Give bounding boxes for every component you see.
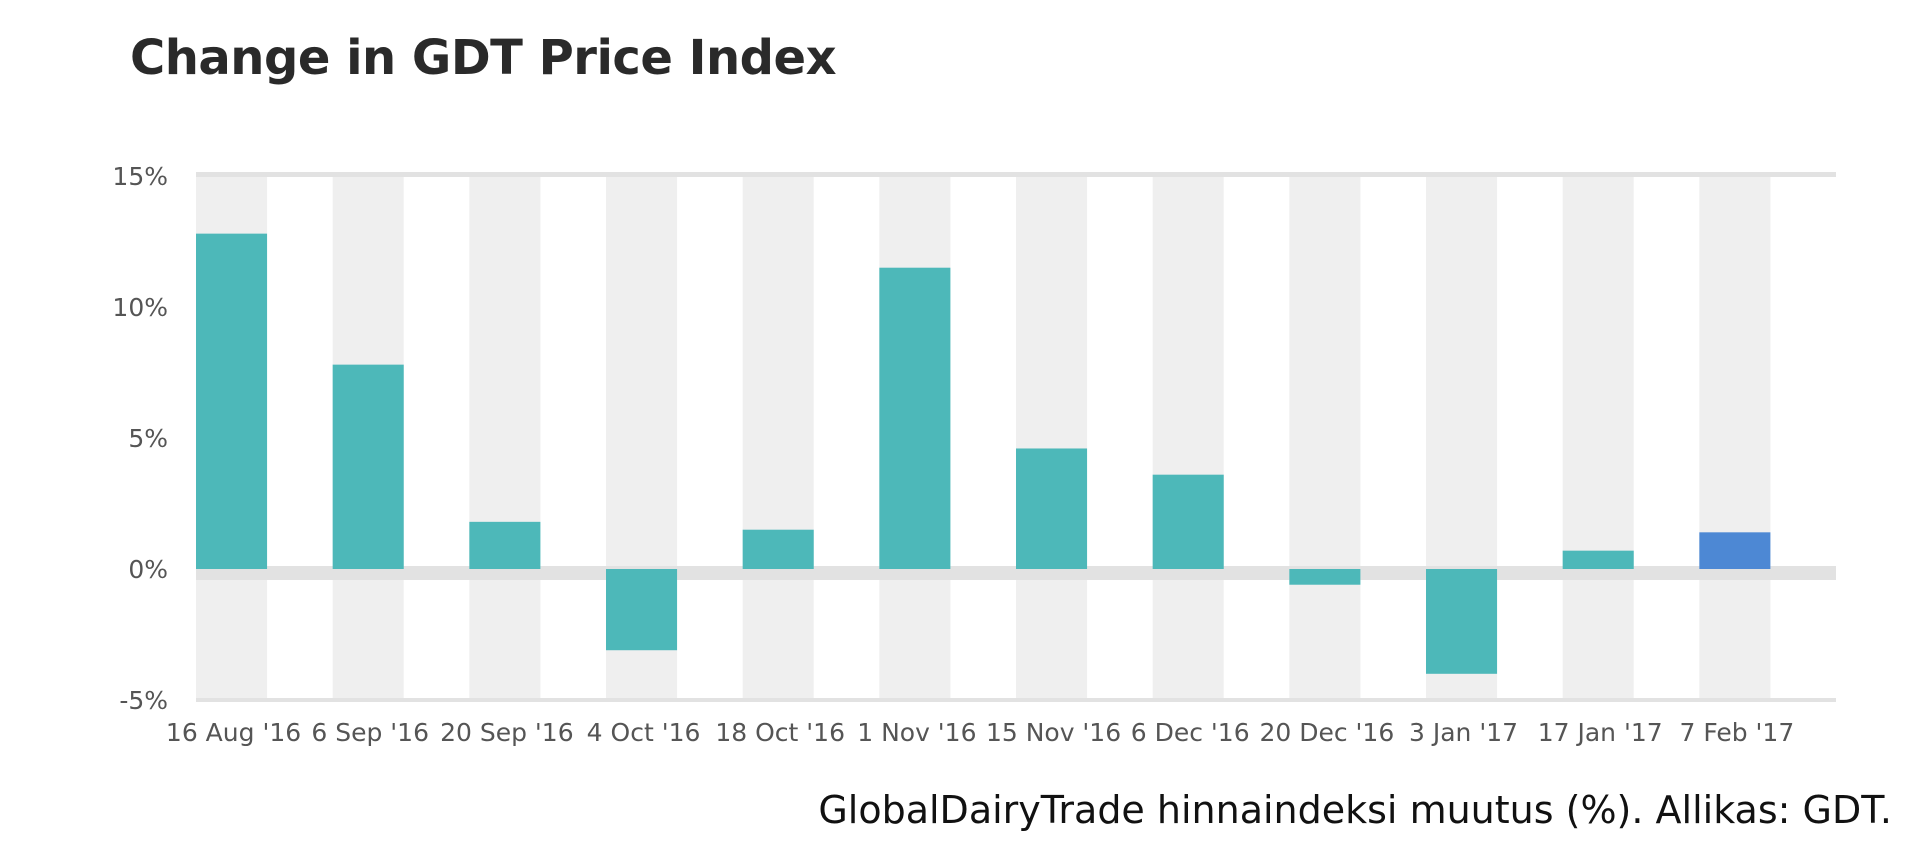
bar-chart: -5% 0% 5% 10% 15% 16 Aug '16 6 Sep '16 20 Sep … [112, 162, 1836, 747]
background-band [1289, 176, 1361, 700]
bar-20-dec-16 [1289, 569, 1361, 585]
bar-3-jan-17 [1426, 569, 1498, 674]
y-tick-label: -5% [119, 686, 168, 715]
bottom-gridline [196, 698, 1836, 702]
x-tick-label: 7 Feb '17 [1679, 718, 1794, 747]
bar-6-dec-16 [1152, 474, 1224, 569]
bar-15-nov-16 [1016, 448, 1088, 569]
y-tick-label: 5% [128, 424, 168, 453]
bar-4-oct-16 [606, 569, 678, 651]
x-tick-label: 15 Nov '16 [986, 718, 1121, 747]
x-tick-label: 16 Aug '16 [166, 718, 301, 747]
x-tick-label: 3 Jan '17 [1409, 718, 1518, 747]
bar-7-feb-17 [1699, 532, 1771, 569]
y-tick-label: 0% [128, 555, 168, 584]
bar-1-nov-16 [879, 267, 951, 569]
bars [196, 233, 1771, 674]
x-tick-label: 6 Dec '16 [1131, 718, 1250, 747]
chart-title: Change in GDT Price Index [130, 30, 837, 86]
bar-18-oct-16 [742, 529, 814, 569]
y-tick-label: 15% [112, 162, 168, 191]
x-axis-labels: 16 Aug '16 6 Sep '16 20 Sep '16 4 Oct '16 18… [166, 718, 1794, 747]
x-tick-label: 20 Sep '16 [440, 718, 574, 747]
x-tick-label: 6 Sep '16 [311, 718, 429, 747]
background-band [1016, 176, 1088, 700]
x-tick-label: 20 Dec '16 [1259, 718, 1394, 747]
background-band [742, 176, 814, 700]
y-tick-label: 10% [112, 293, 168, 322]
background-band [469, 176, 541, 700]
x-tick-label: 1 Nov '16 [857, 718, 976, 747]
bar-20-sep-16 [469, 521, 541, 569]
x-tick-label: 18 Oct '16 [715, 718, 845, 747]
bar-16-aug-16 [196, 233, 268, 569]
x-tick-label: 4 Oct '16 [587, 718, 701, 747]
bar-17-jan-17 [1562, 550, 1634, 569]
bar-6-sep-16 [332, 364, 404, 569]
y-axis-labels: -5% 0% 5% 10% 15% [112, 162, 168, 715]
x-tick-label: 17 Jan '17 [1538, 718, 1663, 747]
background-band [1699, 176, 1771, 700]
chart-caption: GlobalDairyTrade hinnaindeksi muutus (%)… [818, 788, 1892, 832]
top-gridline [196, 172, 1836, 177]
background-band [1152, 176, 1224, 700]
background-band [1562, 176, 1634, 700]
background-bands [196, 176, 1771, 700]
